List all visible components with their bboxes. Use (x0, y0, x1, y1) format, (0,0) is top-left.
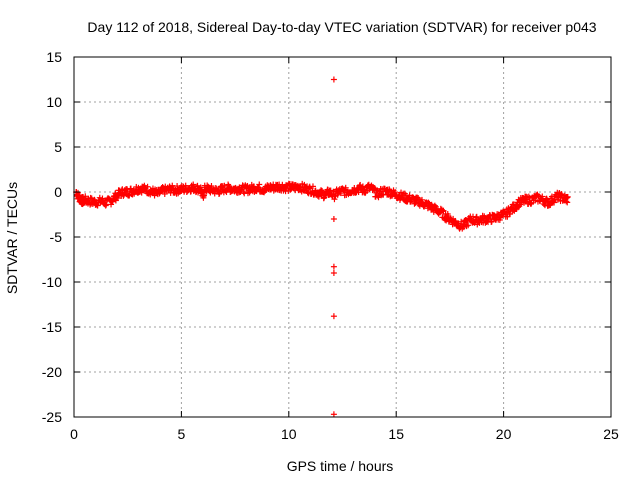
x-tick-label: 20 (496, 426, 512, 442)
sdtvar-point (200, 192, 207, 199)
y-tick-label: -15 (42, 319, 62, 335)
y-axis-label: SDTVAR / TECUs (4, 182, 20, 294)
outlier-point (330, 270, 337, 276)
x-tick-label: 10 (281, 426, 297, 442)
sdtvar-point (161, 190, 168, 197)
grid (74, 57, 611, 417)
x-tick-label: 25 (603, 426, 619, 442)
sdtvar-point (190, 181, 197, 188)
y-tick-label: -10 (42, 274, 62, 290)
y-tick-label: 5 (54, 139, 62, 155)
sdtvar-point (256, 181, 263, 188)
outlier-point (330, 216, 337, 222)
y-tick-label: 10 (46, 94, 62, 110)
x-tick-label: 15 (388, 426, 404, 442)
outlier-point (330, 411, 337, 418)
sdtvar-point (309, 183, 316, 190)
sdtvar-point (465, 222, 472, 229)
outlier-point (330, 313, 337, 320)
outlier-point (330, 76, 337, 83)
x-tick-label: 0 (70, 426, 78, 442)
outlier-point (330, 263, 337, 270)
sdtvar-point (564, 193, 571, 200)
sdtvar-point (473, 213, 480, 220)
sdtvar-point (564, 199, 571, 206)
y-tick-label: 15 (46, 49, 62, 65)
axis-ticks (73, 56, 612, 418)
tick-labels: 0 5 10 15 20 25 15 10 5 0 -5 -10 -15 -20 -25 (42, 49, 619, 442)
y-tick-label: -20 (42, 364, 62, 380)
x-tick-label: 5 (178, 426, 186, 442)
sdtvar-point (342, 184, 349, 191)
y-tick-label: -25 (42, 409, 62, 425)
sdtvar-point (115, 195, 122, 202)
sdtvar-point (194, 182, 201, 189)
y-tick-label: -5 (50, 229, 63, 245)
sdtvar-point (440, 207, 447, 214)
x-axis-label: GPS time / hours (287, 458, 394, 474)
data-points (73, 76, 571, 418)
chart-title: Day 112 of 2018, Sidereal Day-to-day VTE… (87, 19, 596, 35)
sdtvar-point (144, 183, 151, 190)
sdtvar-point (551, 199, 558, 206)
y-tick-label: 0 (54, 184, 62, 200)
